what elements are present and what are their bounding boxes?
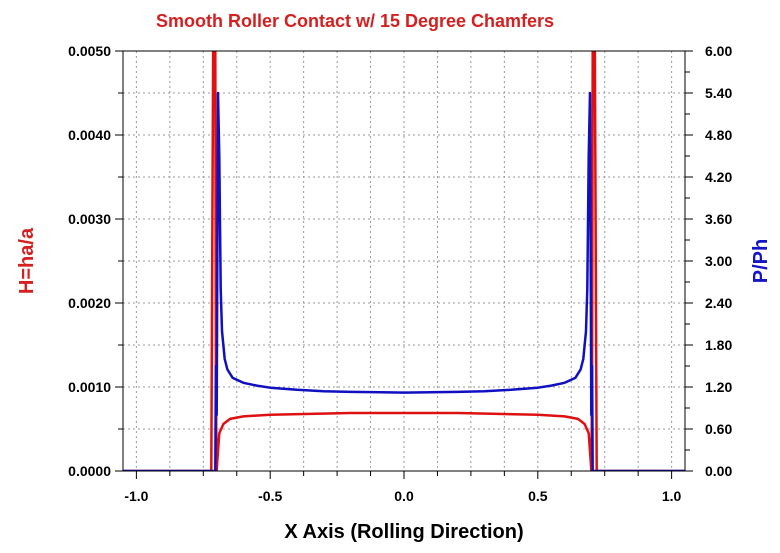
right-y-tick-label: 1.80 <box>705 337 732 353</box>
right-y-tick-label: 4.80 <box>705 127 732 143</box>
x-tick-label: 0.0 <box>394 488 414 504</box>
left-y-axis: 0.0000 0.0010 0.0020 0.0030 0.0040 0.0050 <box>68 43 123 479</box>
right-y-tick-label: 0.60 <box>705 421 732 437</box>
left-y-tick-label: 0.0000 <box>68 463 111 479</box>
left-y-tick-label: 0.0030 <box>68 211 111 227</box>
right-y-tick-label: 0.00 <box>705 463 732 479</box>
series-group <box>123 51 685 471</box>
right-y-tick-label: 2.40 <box>705 295 732 311</box>
left-y-tick-label: 0.0040 <box>68 127 111 143</box>
x-tick-label: 0.5 <box>528 488 548 504</box>
right-y-tick-label: 6.00 <box>705 43 732 59</box>
right-y-tick-label: 3.60 <box>705 211 732 227</box>
right-y-axis: 0.00 0.60 1.20 1.80 2.40 3.00 3.60 4.20 4.80 5.40… <box>685 43 732 479</box>
pressure-line <box>123 91 685 471</box>
left-y-tick-label: 0.0010 <box>68 379 111 395</box>
left-y-tick-label: 0.0050 <box>68 43 111 59</box>
x-axis-label: X Axis (Rolling Direction) <box>284 521 523 543</box>
right-y-axis-label: P/Ph <box>750 239 772 283</box>
chart-title: Smooth Roller Contact w/ 15 Degree Chamf… <box>156 11 554 31</box>
left-y-axis-label: H=ha/a <box>16 227 38 294</box>
film-thickness-line <box>123 51 685 471</box>
x-tick-label: 1.0 <box>662 488 682 504</box>
left-y-tick-label: 0.0020 <box>68 295 111 311</box>
right-y-tick-label: 5.40 <box>705 85 732 101</box>
grid-lines <box>123 51 685 471</box>
right-y-tick-label: 1.20 <box>705 379 732 395</box>
x-tick-label: -1.0 <box>124 488 148 504</box>
x-axis: -1.0 -0.5 0.0 0.5 1.0 <box>124 471 682 504</box>
x-tick-label: -0.5 <box>258 488 282 504</box>
right-y-tick-label: 4.20 <box>705 169 732 185</box>
right-y-tick-label: 3.00 <box>705 253 732 269</box>
